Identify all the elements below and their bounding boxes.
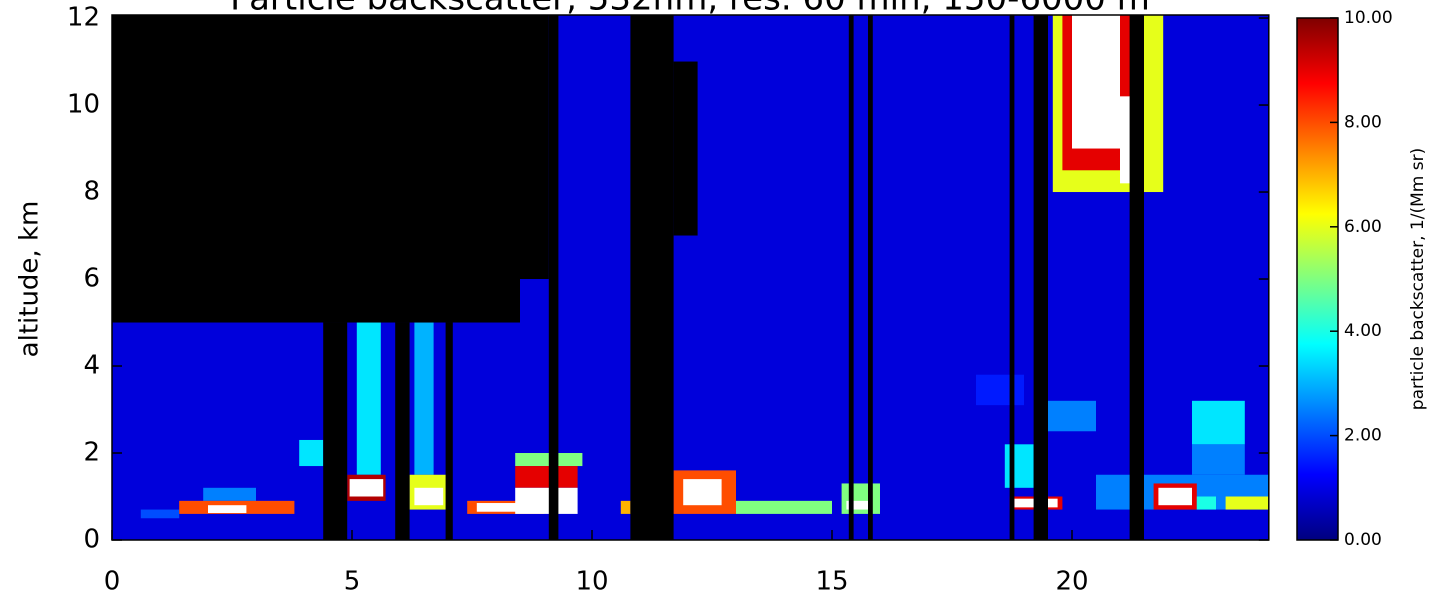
heatmap-cell xyxy=(414,487,444,506)
y-tick-label: 2 xyxy=(83,438,100,468)
x-tick-label: 5 xyxy=(344,567,361,597)
heatmap-cell xyxy=(203,487,256,501)
heatmap-cell xyxy=(414,322,434,475)
heatmap-cell xyxy=(683,479,722,506)
colorbar xyxy=(1296,17,1339,541)
y-tick-label: 6 xyxy=(83,264,100,294)
colorbar-tick-label: 6.00 xyxy=(1344,217,1382,237)
y-tick-label: 10 xyxy=(67,90,100,120)
heatmap-cell xyxy=(445,322,453,540)
heatmap-cell xyxy=(1129,15,1144,540)
plot-frame xyxy=(111,14,1270,541)
heatmap-cell xyxy=(515,466,578,488)
y-tick-label: 12 xyxy=(67,3,100,33)
heatmap-cell xyxy=(395,322,410,540)
heatmap-cell xyxy=(323,322,348,540)
heatmap-cell xyxy=(515,487,578,514)
heatmap-cell xyxy=(112,15,520,323)
heatmap-cell xyxy=(673,61,698,236)
heatmap-cell xyxy=(1225,496,1269,510)
heatmap-cell xyxy=(356,322,381,475)
heatmap-cell xyxy=(1072,15,1120,149)
heatmap-cell xyxy=(868,15,873,540)
chart-title: Particle backscatter, 532nm, res. 60 min… xyxy=(230,0,1150,19)
colorbar-tick-label: 8.00 xyxy=(1344,112,1382,132)
y-axis-label: altitude, km xyxy=(15,201,45,358)
heatmap-cell xyxy=(846,500,871,510)
heatmap-cell xyxy=(349,479,384,497)
x-tick-label: 15 xyxy=(815,567,848,597)
heatmap-cell xyxy=(1009,15,1015,540)
heatmap-cell xyxy=(630,15,674,540)
heatmap-cell xyxy=(620,500,631,514)
heatmap-cell xyxy=(736,500,832,514)
heatmap-cell xyxy=(1196,496,1216,510)
x-tick-label: 0 xyxy=(104,567,121,597)
colorbar-tick-label: 2.00 xyxy=(1344,426,1382,446)
heatmap-cell xyxy=(548,15,559,540)
heatmap-cell xyxy=(976,374,1024,406)
heatmap-cell xyxy=(1158,487,1192,506)
heatmap-cell xyxy=(520,15,549,280)
y-tick-label: 4 xyxy=(83,351,100,381)
heatmap-cell xyxy=(299,439,324,467)
y-tick-label: 0 xyxy=(83,525,100,555)
colorbar-tick-label: 10.00 xyxy=(1344,8,1393,28)
x-tick-label: 10 xyxy=(575,567,608,597)
colorbar-tick-label: 0.00 xyxy=(1344,530,1382,550)
heatmap-cell xyxy=(1048,400,1096,432)
heatmap-cell xyxy=(1192,444,1245,475)
colorbar-tick-label: 4.00 xyxy=(1344,321,1382,341)
heatmap-cell xyxy=(476,503,540,512)
heatmap-cell xyxy=(208,505,247,514)
heatmap-cell xyxy=(1192,400,1245,445)
heatmap-cell xyxy=(1004,444,1034,488)
x-tick-label: 20 xyxy=(1055,567,1088,597)
heatmap-cell xyxy=(1033,15,1048,540)
heatmap-cell xyxy=(140,509,180,519)
heatmap-cell xyxy=(848,15,854,540)
colorbar-label: particle backscatter, 1/(Mm sr) xyxy=(1408,148,1428,410)
y-tick-label: 8 xyxy=(83,177,100,207)
